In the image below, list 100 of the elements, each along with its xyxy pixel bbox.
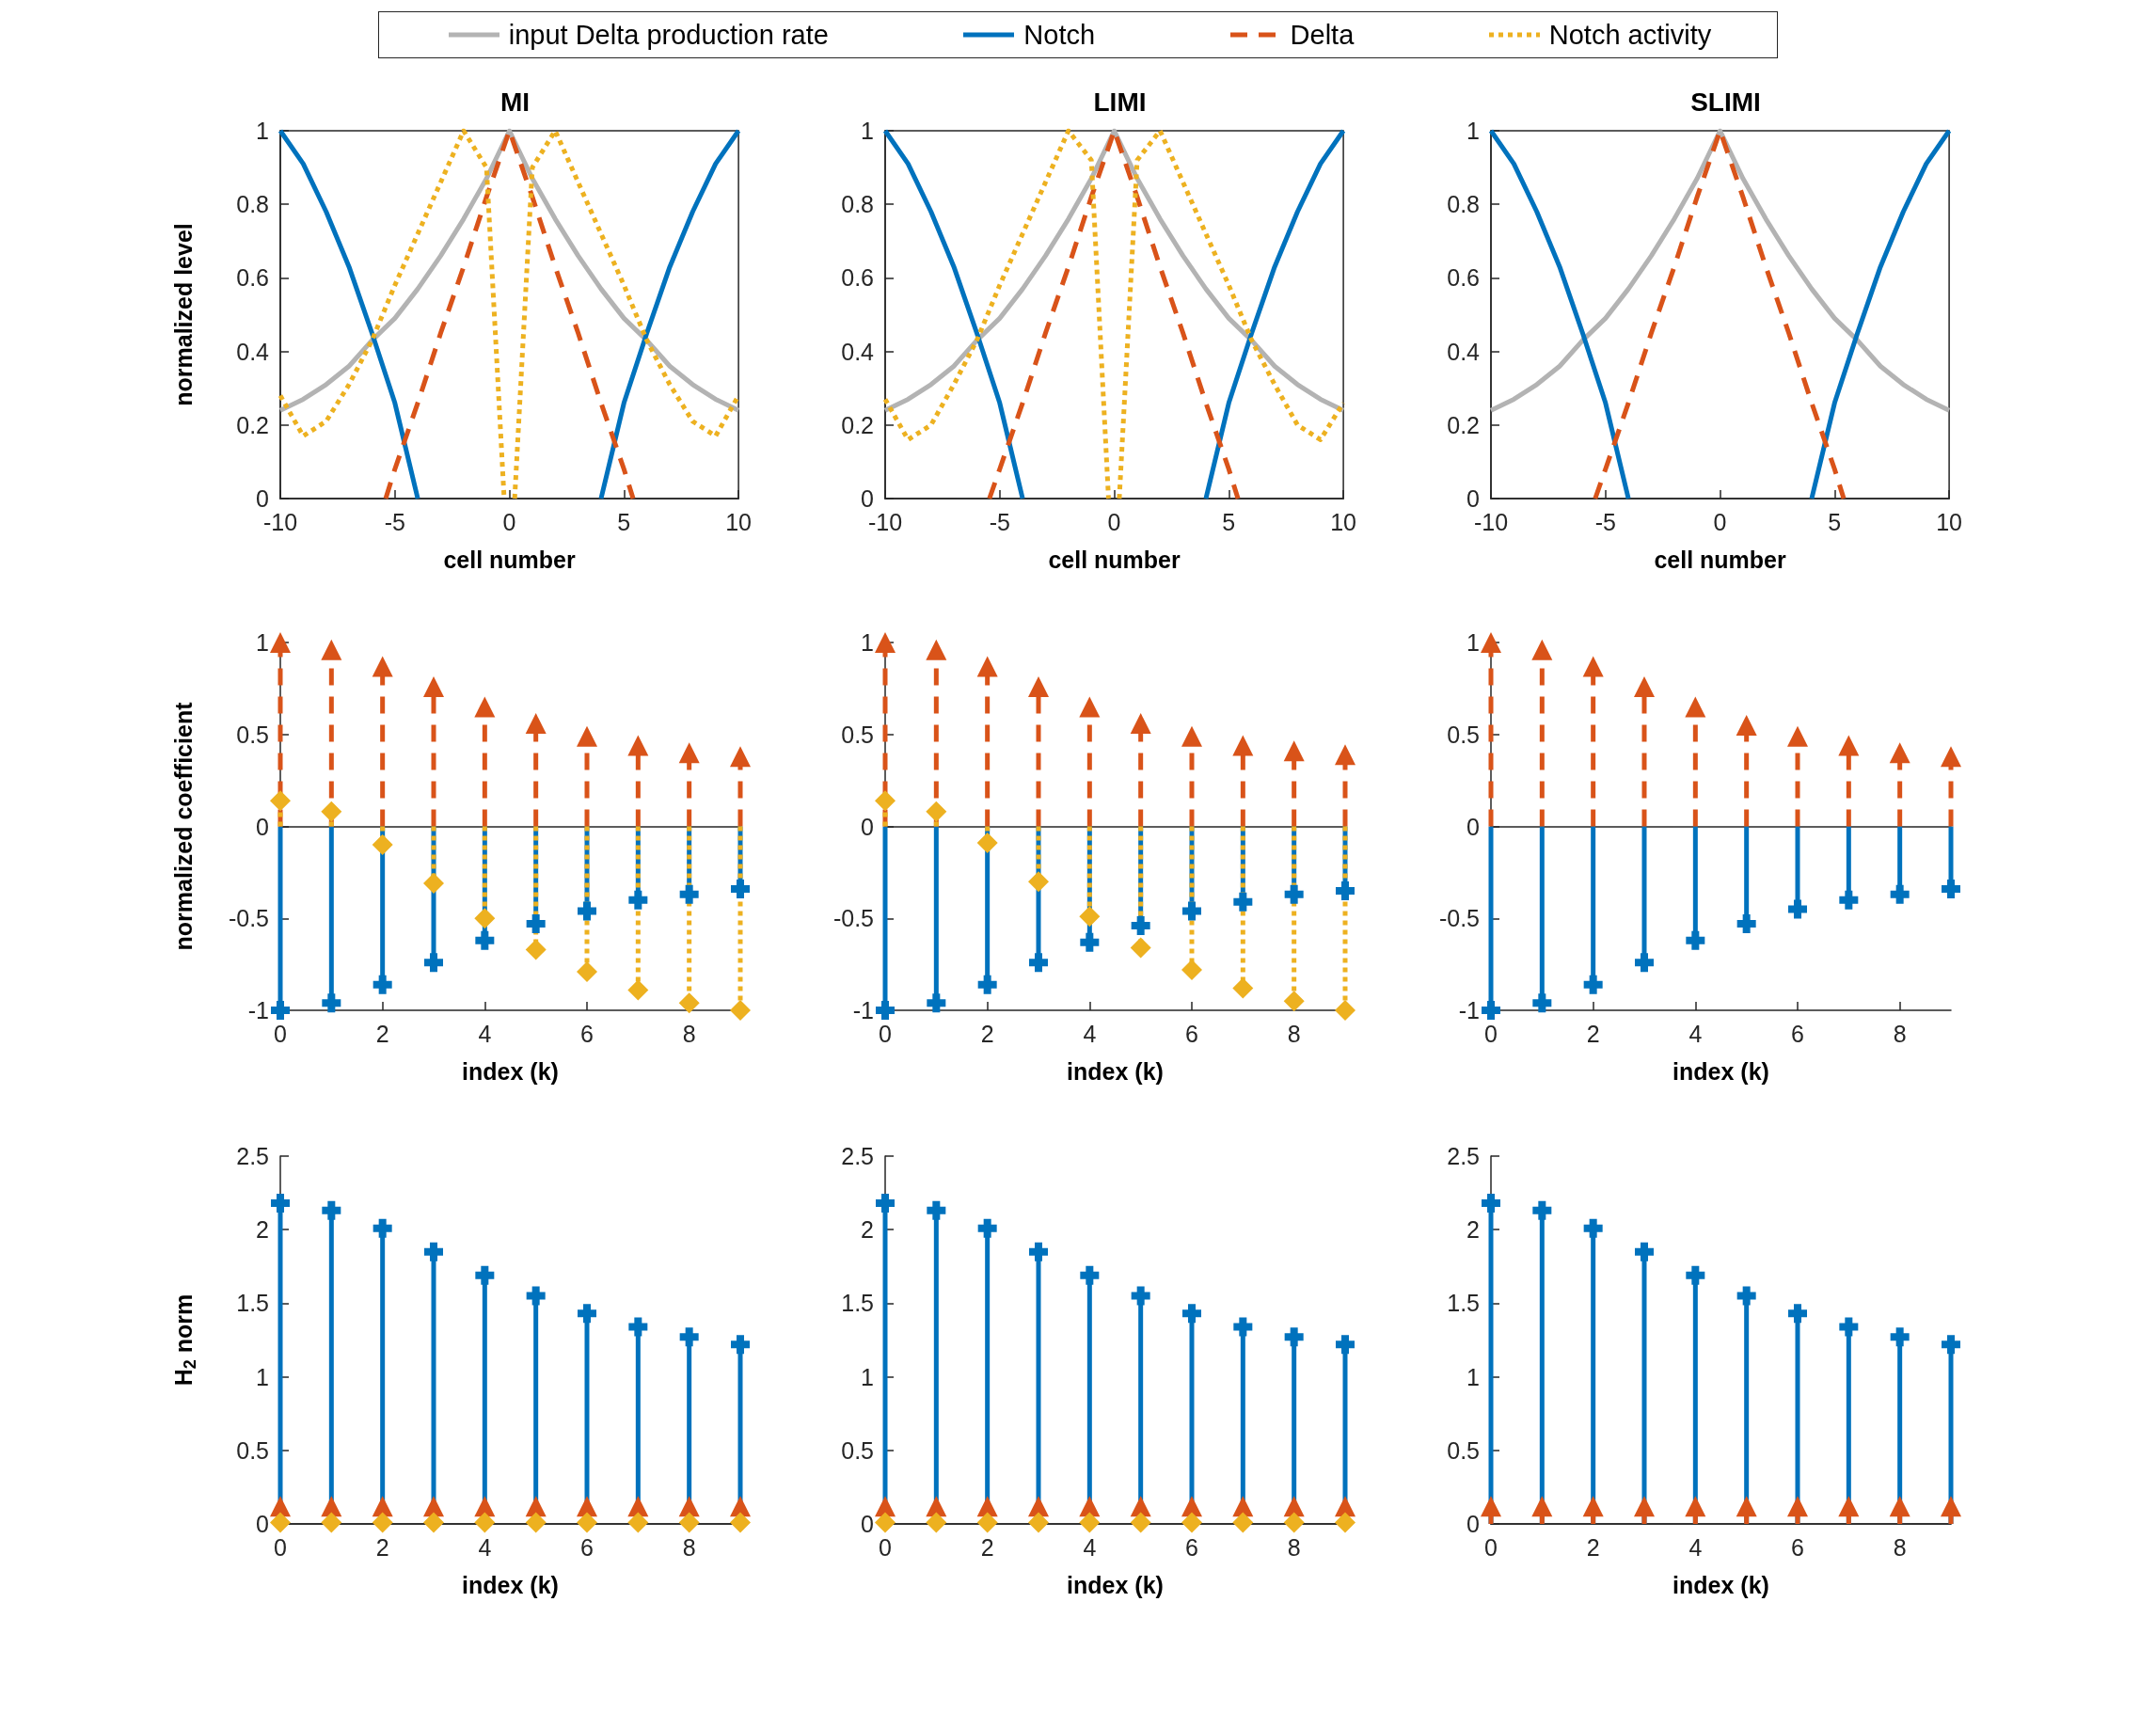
y-tick-label: 0.4 [236, 338, 270, 365]
y-axis-title: normalized level [170, 223, 197, 406]
point [730, 746, 751, 768]
point [525, 713, 547, 735]
x-axis-title: index (k) [462, 1057, 559, 1085]
point [730, 1512, 751, 1533]
x-axis-title: index (k) [462, 1571, 559, 1598]
x-tick-label: 2 [375, 1020, 389, 1047]
x-tick-label: 0 [274, 1533, 287, 1561]
point [372, 834, 393, 856]
y-tick-label: 0 [256, 1511, 269, 1537]
x-tick-label: 6 [1791, 1020, 1804, 1047]
point [1787, 1496, 1808, 1517]
point [1583, 1218, 1603, 1238]
point [1532, 1200, 1552, 1220]
point [1838, 735, 1860, 756]
y-tick-label: 0.5 [841, 1436, 874, 1464]
y-tick-label: 2 [1466, 1216, 1480, 1244]
point [1283, 740, 1305, 762]
point [270, 632, 291, 653]
point [875, 790, 896, 812]
point [474, 1512, 496, 1533]
point [627, 735, 649, 756]
point [1028, 1496, 1049, 1517]
x-tick-label: 6 [580, 1020, 594, 1047]
point [1890, 884, 1910, 904]
point [1482, 1001, 1500, 1020]
point [423, 675, 444, 697]
y-tick-label: 1 [861, 1363, 874, 1390]
point [577, 1496, 597, 1517]
point [679, 884, 699, 904]
point [1686, 1265, 1705, 1285]
y-axis-title: normalized coefficient [170, 701, 197, 951]
point [1788, 1304, 1807, 1324]
y-tick-label: 0 [1466, 1511, 1480, 1537]
legend-label: Notch activity [1548, 19, 1712, 51]
y-tick-label: 0.8 [236, 191, 269, 218]
point [1232, 977, 1254, 999]
point [1889, 742, 1910, 764]
point [271, 1001, 290, 1020]
point [1941, 1496, 1961, 1517]
y-tick-label: 2.5 [236, 1143, 269, 1169]
point [1531, 1496, 1553, 1517]
point [1080, 1265, 1100, 1285]
x-tick-label: 4 [1083, 1020, 1097, 1047]
x-tick-label: 6 [1791, 1533, 1804, 1561]
point [976, 1512, 998, 1533]
legend-label: Notch [1023, 19, 1096, 51]
point [1838, 1496, 1860, 1517]
point [1181, 1496, 1202, 1517]
x-tick-label: 4 [1688, 1020, 1703, 1047]
point [577, 960, 597, 982]
point [475, 930, 495, 950]
point [1336, 880, 1355, 900]
point [1634, 1496, 1655, 1517]
point [372, 656, 393, 677]
point [1635, 953, 1654, 973]
y-tick-label: 1.5 [1447, 1290, 1480, 1317]
x-tick-label: 5 [617, 508, 631, 535]
x-tick-label: 10 [725, 508, 752, 535]
point [1232, 1512, 1254, 1533]
point [1583, 975, 1603, 994]
x-axis-title: cell number [443, 546, 576, 573]
point [678, 742, 700, 764]
y-tick-label: -0.5 [228, 905, 269, 932]
point [1335, 1512, 1355, 1533]
point [578, 1304, 596, 1324]
y-tick-label: 0.6 [236, 264, 269, 292]
point [577, 725, 597, 747]
y-tick-label: 1 [256, 1363, 269, 1390]
x-tick-label: 10 [1330, 508, 1356, 535]
point [1181, 725, 1202, 747]
chart-title: MI [499, 87, 531, 117]
point [731, 1335, 750, 1355]
point [1131, 916, 1150, 936]
x-tick-label: 4 [1083, 1533, 1097, 1561]
point [526, 1286, 546, 1306]
point [1232, 735, 1254, 756]
y-tick-label: 0.4 [1447, 338, 1481, 365]
y-tick-label: -1 [247, 997, 269, 1023]
point [926, 639, 947, 660]
x-tick-label: 2 [980, 1533, 994, 1561]
point [1131, 1286, 1150, 1306]
point [976, 656, 998, 677]
y-tick-label: 0.2 [236, 411, 269, 438]
point [525, 939, 547, 960]
point [1482, 1194, 1500, 1213]
x-tick-label: 0 [1484, 1533, 1498, 1561]
point [1839, 1317, 1859, 1337]
point [927, 993, 946, 1013]
y-tick-label: 0.2 [1447, 411, 1480, 438]
point [577, 1512, 597, 1533]
point [627, 1512, 649, 1533]
x-tick-label: 0 [502, 508, 516, 535]
point [628, 890, 648, 910]
y-tick-label: 0.2 [841, 411, 874, 438]
point [1182, 1304, 1201, 1324]
point [1029, 953, 1048, 973]
y-tick-label: 1 [1466, 1363, 1480, 1390]
point [1028, 871, 1049, 893]
